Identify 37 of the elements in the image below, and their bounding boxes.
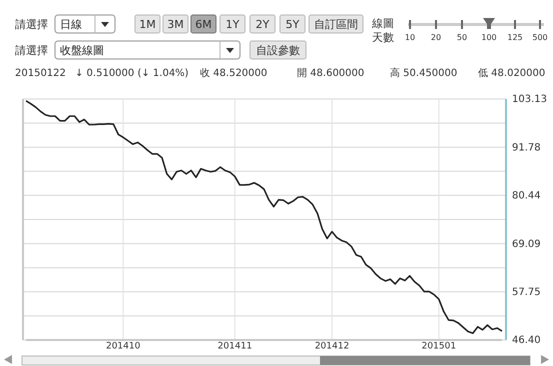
y-tick-label: 46.40	[512, 335, 541, 346]
text: 自訂區間	[314, 18, 358, 31]
text: 1M	[139, 18, 156, 31]
x-tick-label: 201412	[314, 341, 350, 352]
text: 請選擇	[15, 18, 48, 31]
x-tick-label: 201411	[218, 341, 252, 352]
text: 高 50.450000	[390, 67, 458, 79]
text: 開 48.600000	[297, 68, 364, 79]
text: ↓ 0.510000 (↓ 1.04%)	[75, 68, 189, 79]
text: 收盤線圖	[60, 44, 104, 57]
text: 3M	[167, 18, 184, 31]
text: 500	[532, 33, 548, 42]
text: 線圖	[371, 17, 394, 30]
y-tick-label: 91.78	[512, 142, 541, 154]
text: 日線	[60, 18, 82, 31]
text: 5Y	[286, 18, 300, 31]
line-series	[25, 100, 503, 334]
y-tick-label: 103.13	[512, 94, 547, 106]
text: 1Y	[226, 18, 240, 31]
text: 低 48.020000	[478, 68, 546, 79]
x-tick-label: 201410	[106, 341, 141, 352]
x-tick-label: 201501	[422, 341, 456, 352]
text: 2Y	[256, 18, 270, 31]
text: 50	[456, 33, 468, 42]
text: 自設參數	[256, 44, 300, 57]
text: 20150122	[15, 68, 66, 79]
y-tick-label: 69.09	[512, 238, 541, 250]
text: 6M	[195, 18, 212, 31]
text: 10	[404, 33, 416, 42]
text: 100	[481, 33, 497, 42]
y-tick-label: 57.75	[512, 286, 541, 298]
y-tick-label: 80.44	[512, 190, 541, 202]
text: 請選擇	[15, 44, 48, 57]
text: 收 48.520000	[200, 68, 268, 79]
text: 20	[430, 33, 442, 42]
text: 天數	[372, 31, 394, 44]
text: 125	[507, 33, 523, 42]
